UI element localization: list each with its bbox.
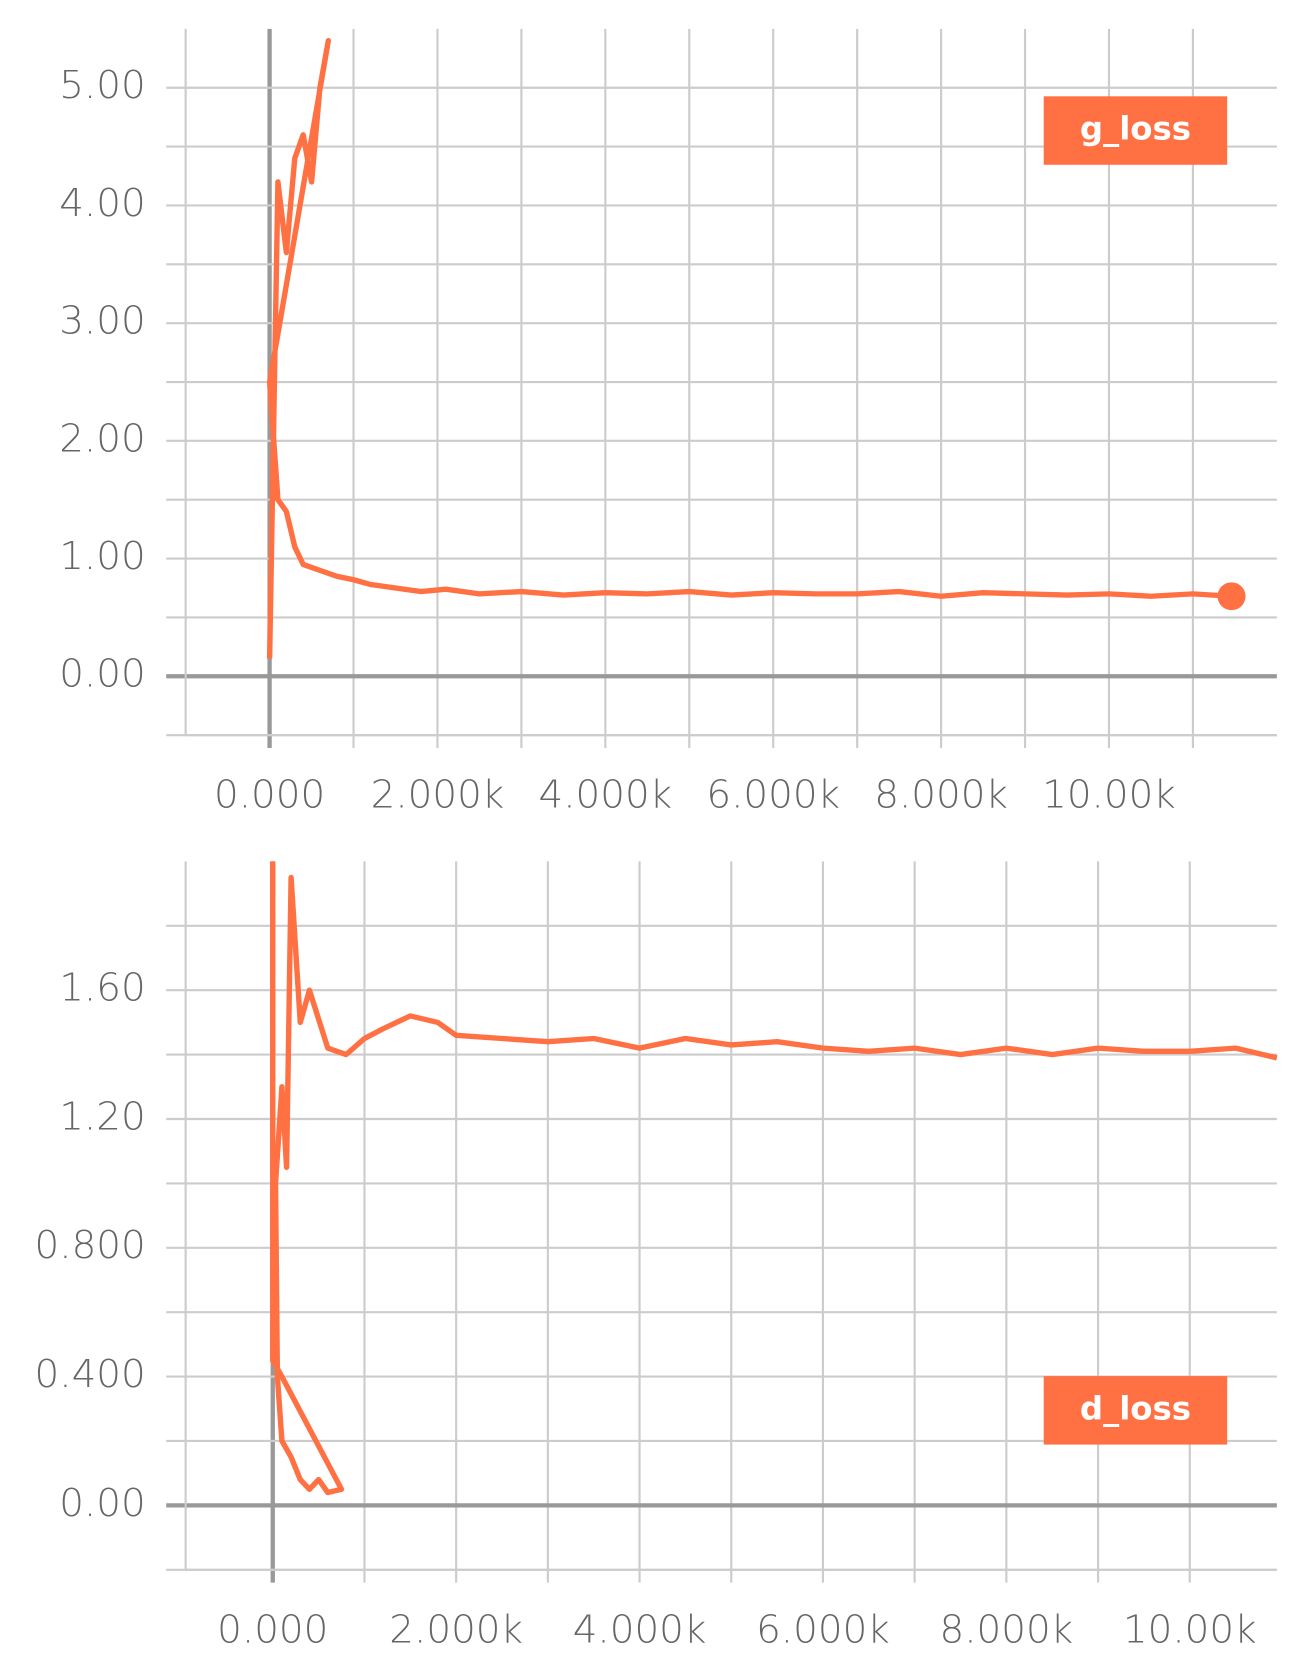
y-tick-label: 0.00 xyxy=(59,1481,145,1526)
x-tick-label: 8.000k xyxy=(940,1607,1074,1652)
y-tick-label: 0.800 xyxy=(35,1223,146,1268)
y-tick-label: 0.00 xyxy=(59,652,145,697)
y-tick-label: 1.60 xyxy=(59,966,145,1011)
legend-label: d_loss xyxy=(1080,1389,1191,1427)
y-tick-label: 5.00 xyxy=(59,63,145,108)
y-tick-label: 1.20 xyxy=(59,1095,145,1140)
line-series xyxy=(266,37,1232,659)
x-tick-label: 4.000k xyxy=(573,1607,707,1652)
x-tick-label: 2.000k xyxy=(371,773,505,818)
x-tick-label: 0.000 xyxy=(217,1607,328,1652)
y-tick-label: 4.00 xyxy=(59,181,145,226)
x-tick-label: 4.000k xyxy=(539,773,673,818)
end-point xyxy=(1217,582,1246,611)
legend-badge xyxy=(1043,96,1228,165)
y-tick-label: 3.00 xyxy=(59,299,145,344)
x-tick-label: 8.000k xyxy=(874,773,1008,818)
chart: 0.00 1.00 2.00 3.00 4.00 5.00 0.000 2.000k 4.000… xyxy=(59,28,1277,818)
y-tick-label: 2.00 xyxy=(59,416,145,461)
y-tick-label: 1.00 xyxy=(59,534,145,579)
x-tick-label: 10.00k xyxy=(1042,773,1176,818)
x-tick-label: 10.00k xyxy=(1123,1607,1257,1652)
line-series xyxy=(270,861,1278,1496)
legend-label: g_loss xyxy=(1080,110,1191,148)
chart: 0.00 0.400 0.800 1.20 1.60 0.000 2.000k 4.000k 6… xyxy=(35,861,1278,1652)
legend-badge xyxy=(1043,1376,1228,1445)
x-tick-label: 0.000 xyxy=(214,773,325,818)
y-tick-label: 0.400 xyxy=(35,1352,146,1397)
x-tick-label: 6.000k xyxy=(706,773,840,818)
x-tick-label: 2.000k xyxy=(389,1607,523,1652)
x-tick-label: 6.000k xyxy=(756,1607,890,1652)
